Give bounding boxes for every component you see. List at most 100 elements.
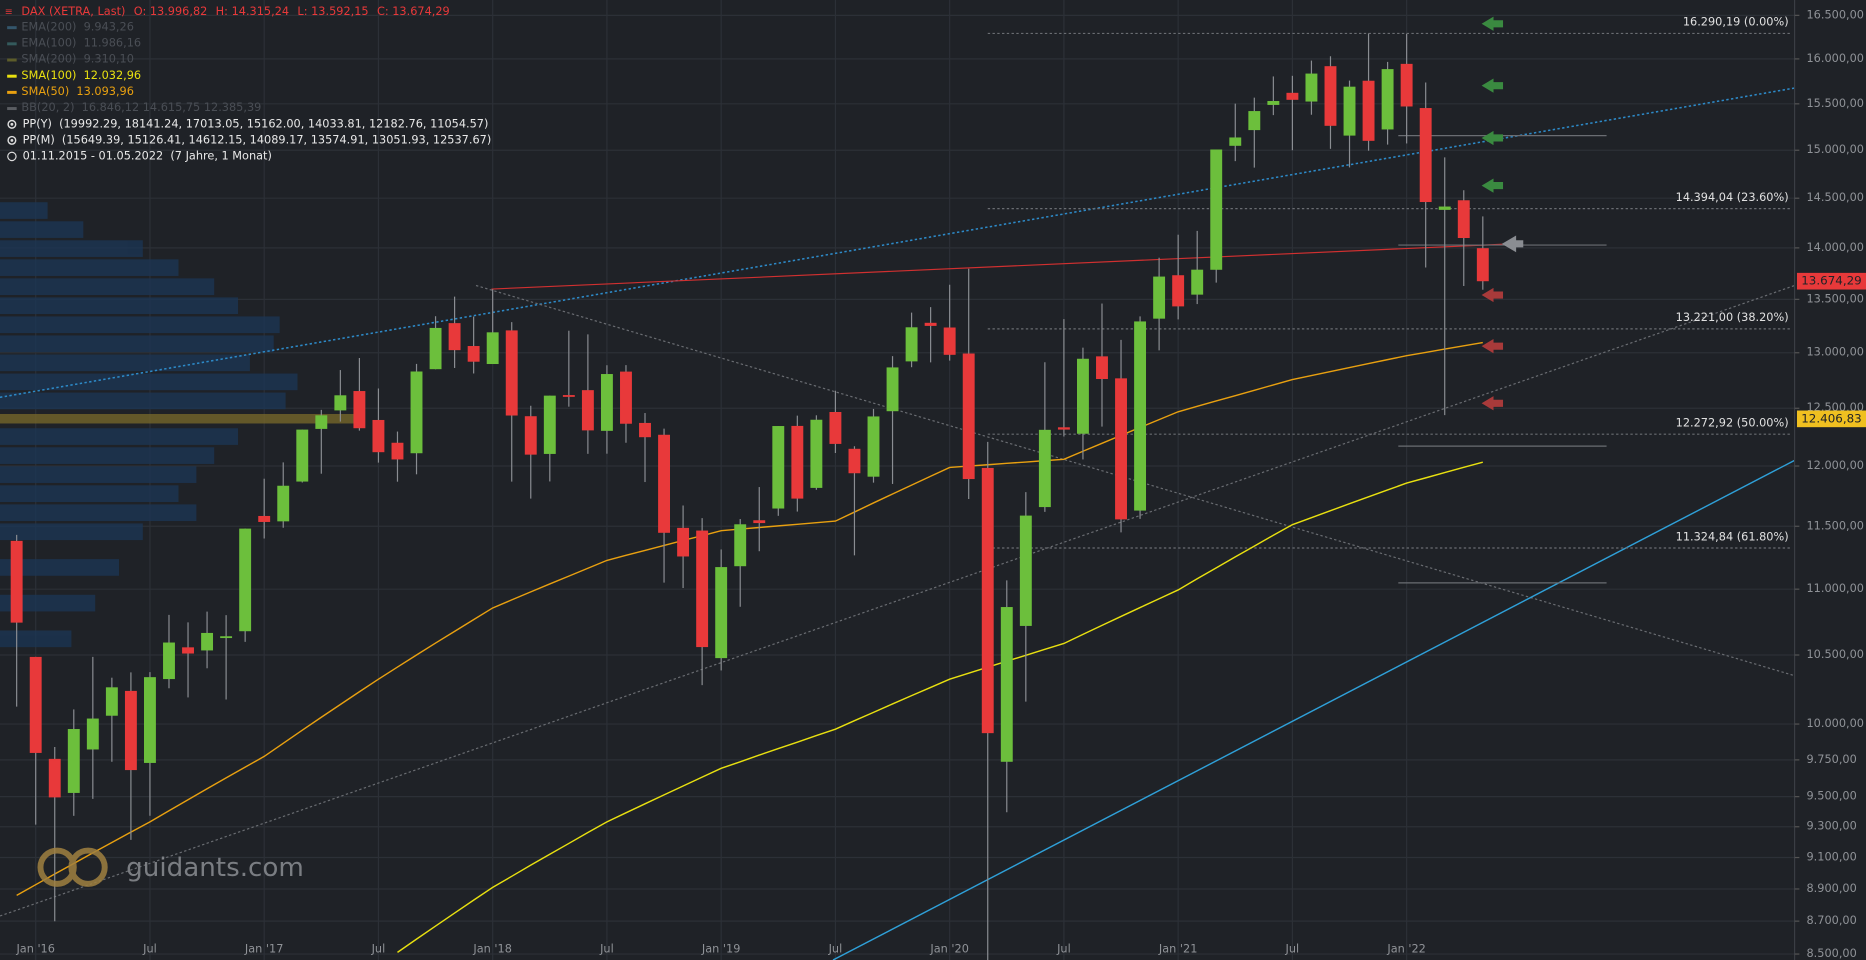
price-badge-label: 13.674,29 — [1801, 274, 1861, 288]
legend-swatch — [7, 107, 17, 111]
profile-bar — [0, 259, 179, 276]
candle-body — [886, 367, 899, 412]
x-tick-label: Jan '18 — [472, 942, 512, 955]
legend-swatch — [7, 26, 17, 30]
candle-body — [239, 528, 252, 632]
candle-body — [962, 353, 975, 480]
arrow — [1501, 235, 1524, 253]
candle-body — [372, 419, 385, 453]
trend-line — [491, 243, 1512, 290]
x-tick-label: Jul — [599, 942, 614, 955]
fib-label: 14.394,04 (23.60%) — [1676, 191, 1789, 204]
candle-body — [1438, 206, 1451, 210]
y-tick-label: 9.100,00 — [1806, 851, 1856, 864]
profile-bar — [0, 278, 215, 296]
candle-body — [29, 656, 42, 753]
profile-bar — [0, 354, 250, 372]
profile-bar — [0, 523, 143, 541]
profile-bar — [0, 466, 197, 483]
legend-value: 11.986,16 — [84, 37, 142, 50]
candle-body — [772, 426, 785, 509]
legend: ≡ DAX (XETRA, Last) O: 13.996,82 H: 14.315,… — [5, 5, 492, 163]
candle-body — [1038, 429, 1051, 508]
y-tick-label: 14.500,00 — [1806, 191, 1864, 204]
trend-line — [832, 459, 1795, 960]
arrow — [1481, 178, 1504, 193]
candle-body — [1248, 111, 1261, 131]
arrow — [1481, 130, 1504, 146]
candle-body — [448, 323, 461, 351]
candle-body — [1191, 269, 1204, 295]
x-tick-label: Jan '17 — [244, 942, 284, 955]
candle-body — [1076, 358, 1089, 434]
y-tick-label: 16.500,00 — [1806, 8, 1864, 21]
candle-body — [296, 429, 309, 482]
volume-profile — [0, 202, 358, 648]
candle-body — [258, 515, 271, 522]
y-tick-label: 14.000,00 — [1806, 241, 1864, 254]
legend-entry: SMA(200) 9.310,10 — [21, 53, 134, 66]
legend-name: SMA(200) — [21, 53, 76, 66]
candle-body — [639, 422, 651, 438]
candle-body — [1057, 427, 1070, 430]
y-tick-label: 9.300,00 — [1806, 820, 1856, 833]
candle-body — [791, 425, 804, 499]
ohlc-value: C: 13.674,29 — [377, 5, 450, 18]
candle-body — [334, 395, 347, 411]
candle-body — [734, 524, 747, 567]
candle-body — [715, 567, 728, 659]
candle-body — [1457, 200, 1470, 239]
legend-entry: EMA(100) 11.986,16 — [21, 37, 141, 50]
y-tick-label: 8.500,00 — [1806, 947, 1856, 960]
candle-body — [1134, 321, 1147, 511]
candle-body — [277, 485, 290, 522]
candle-body — [924, 322, 937, 326]
profile-bar — [0, 447, 215, 464]
pivot-values: (19992.29, 18141.24, 17013.05, 15162.00,… — [59, 117, 488, 130]
candle-body — [486, 332, 499, 365]
indicator-line — [397, 461, 1483, 953]
profile-bar — [0, 240, 143, 257]
x-tick-label: Jan '19 — [701, 942, 741, 955]
candle-body — [1096, 356, 1108, 380]
date-range: 01.11.2015 - 01.05.2022 (7 Jahre, 1 Monat… — [23, 149, 272, 162]
candle-body — [201, 632, 214, 651]
candle-body — [391, 442, 404, 460]
y-tick-label: 11.000,00 — [1806, 582, 1864, 595]
profile-bar — [0, 428, 239, 445]
profile-bar — [0, 559, 120, 576]
arrow — [1481, 16, 1504, 31]
x-tick-label: Jul — [1285, 942, 1300, 955]
candle-body — [1172, 275, 1185, 307]
profile-bar — [0, 202, 48, 219]
y-tick-label: 8.900,00 — [1806, 882, 1856, 895]
ohlc-value: H: 14.315,24 — [216, 5, 289, 18]
legend-entry: SMA(50) 13.093,96 — [21, 85, 134, 98]
profile-bar — [0, 316, 280, 334]
pivot-values: (15649.39, 15126.41, 14612.15, 14089.17,… — [62, 133, 491, 146]
candle-body — [1476, 248, 1489, 282]
candle-body — [1267, 101, 1280, 105]
legend-value: 9.943,26 — [84, 20, 134, 33]
range: 01.11.2015 - 01.05.2022 — [23, 149, 164, 162]
legend-entry: BB(20, 2) 16.846,12 14.615,75 12.385,39 — [21, 101, 261, 114]
candle-body — [543, 395, 556, 454]
y-tick-label: 8.700,00 — [1806, 914, 1856, 927]
legend-name: SMA(100) — [21, 69, 76, 82]
candle-body — [124, 690, 137, 771]
y-tick-label: 13.500,00 — [1806, 292, 1864, 305]
legend-name: BB(20, 2) — [21, 101, 74, 114]
profile-bar — [0, 221, 84, 238]
profile-bar — [0, 504, 197, 522]
pivot-name: PP(Y) — [23, 117, 52, 130]
instrument-title: DAX (XETRA, Last) O: 13.996,82 H: 14.315,2… — [21, 5, 449, 18]
candle-body — [1400, 63, 1413, 107]
price-badge-label: 12.406,83 — [1801, 411, 1861, 425]
y-tick-label: 13.000,00 — [1806, 346, 1864, 359]
legend-value: 16.846,12 14.615,75 12.385,39 — [82, 101, 262, 114]
candle-body — [1210, 149, 1223, 270]
trend-line — [0, 284, 1795, 917]
candle-body — [10, 540, 23, 623]
candle-body — [182, 647, 194, 654]
